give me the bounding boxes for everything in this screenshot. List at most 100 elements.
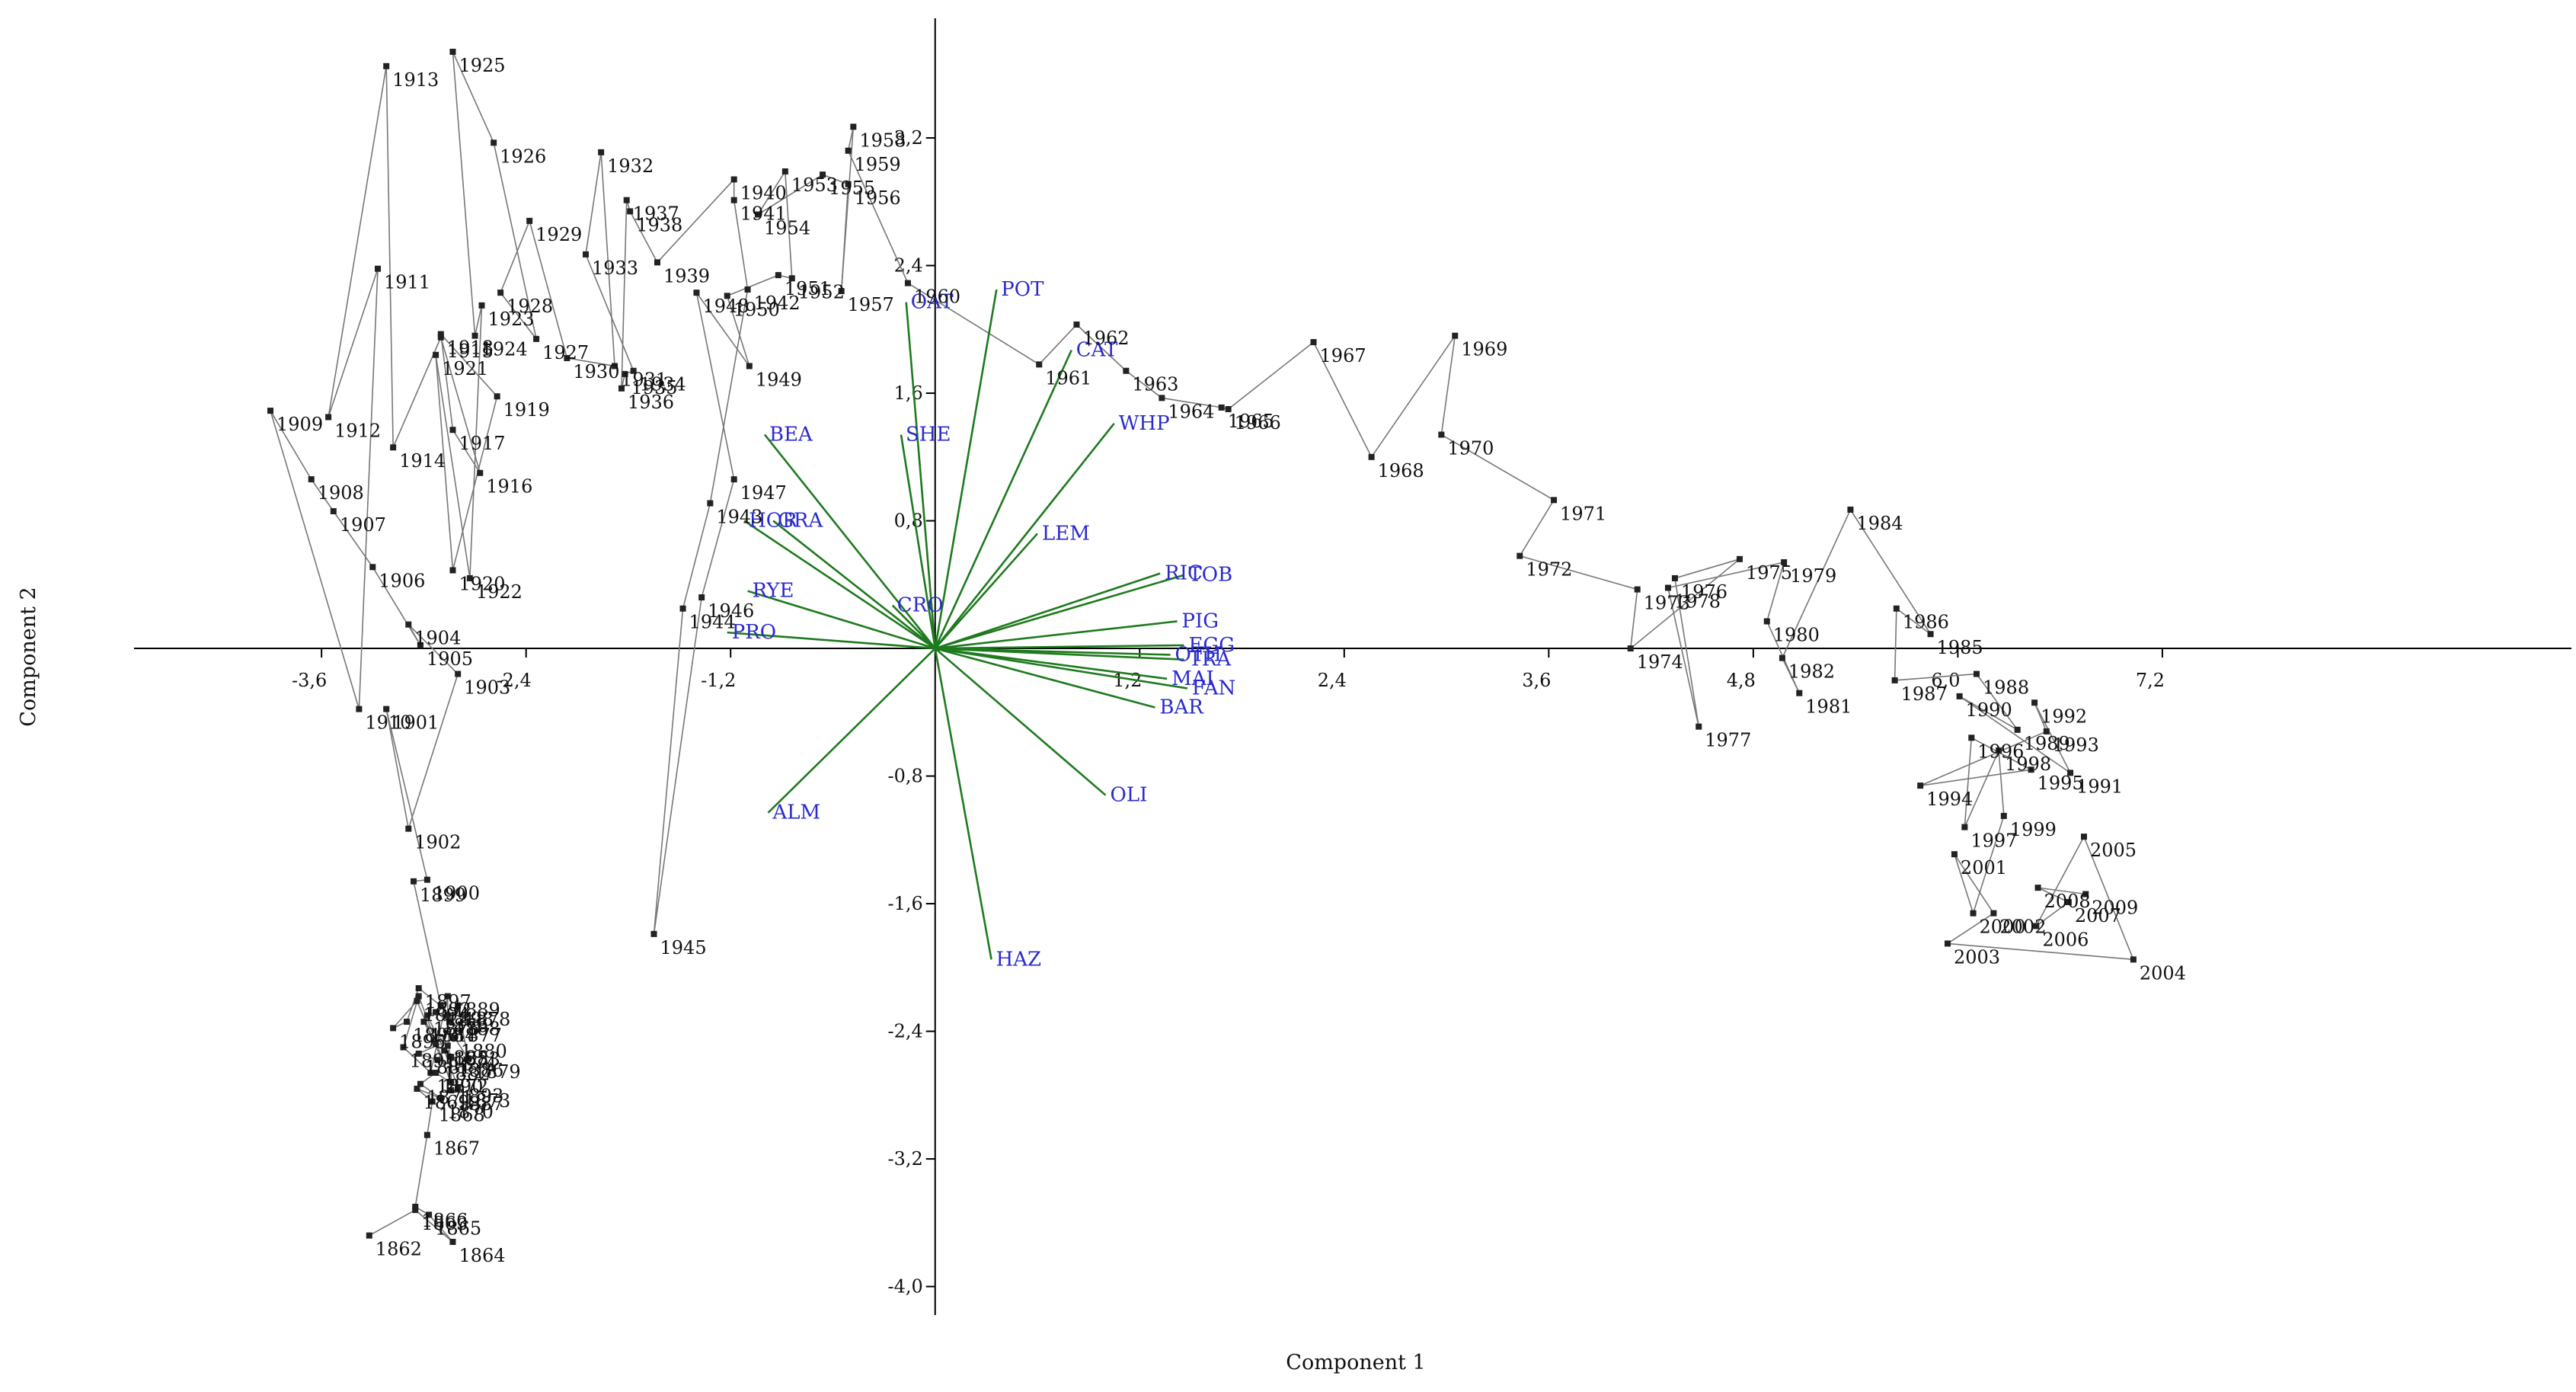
year-label-1994: 1994 [1926, 789, 1973, 810]
year-label-1918: 1918 [447, 338, 494, 359]
year-point-1963 [1123, 367, 1130, 374]
year-label-1892: 1892 [425, 1000, 471, 1021]
path-segment [1894, 608, 1897, 680]
loading-vectors-layer [727, 289, 1188, 960]
year-point-1866 [412, 1203, 419, 1210]
year-label-1964: 1964 [1168, 401, 1214, 422]
year-label-1868: 1868 [439, 1105, 485, 1126]
year-point-1902 [405, 825, 412, 832]
year-point-1905 [417, 642, 423, 648]
year-label-1960: 1960 [914, 286, 960, 308]
year-point-2002 [1990, 910, 1997, 917]
year-point-1927 [533, 335, 540, 342]
year-label-1949: 1949 [756, 369, 802, 390]
year-point-1938 [627, 208, 634, 215]
path-segment [452, 51, 476, 336]
year-label-1980: 1980 [1773, 624, 1820, 645]
path-segment [1674, 558, 1740, 579]
loading-vector-cro [891, 604, 936, 649]
year-label-1890: 1890 [436, 1076, 483, 1097]
year-label-1977: 1977 [1705, 730, 1751, 751]
path-segment [1667, 562, 1785, 589]
path-segment [418, 987, 442, 1006]
vector-label-mai: MAI [1171, 667, 1214, 690]
year-point-1990 [1956, 693, 1963, 699]
year-label-1933: 1933 [592, 258, 638, 279]
year-point-1896 [404, 1019, 411, 1026]
path-segment [440, 334, 498, 397]
path-segment [369, 1209, 416, 1237]
year-point-1883 [444, 1042, 451, 1049]
path-segment [446, 1015, 452, 1091]
path-segment [2034, 702, 2047, 732]
year-point-1949 [746, 363, 753, 370]
year-point-1966 [1225, 405, 1232, 412]
year-point-1907 [330, 507, 337, 514]
year-label-1927: 1927 [542, 342, 589, 363]
year-point-1875 [423, 1012, 430, 1019]
path-segment [653, 608, 684, 934]
year-label-2009: 2009 [2092, 898, 2138, 919]
path-segment [822, 174, 849, 185]
year-label-1937: 1937 [633, 203, 679, 225]
y-axis-title: Component 2 [17, 587, 40, 726]
x-tick-label: 7,2 [2136, 670, 2165, 691]
year-label-1967: 1967 [1320, 345, 1366, 366]
path-segment [328, 66, 387, 418]
year-point-1874 [441, 1047, 448, 1054]
path-segment [1629, 589, 1638, 649]
year-point-1942 [744, 286, 751, 293]
year-point-1978 [1664, 584, 1671, 591]
year-point-1933 [583, 251, 590, 258]
year-label-1911: 1911 [384, 272, 430, 293]
year-point-1909 [267, 408, 274, 414]
year-point-1864 [449, 1238, 456, 1245]
path-segment [452, 429, 481, 474]
year-point-1996 [1968, 734, 1975, 741]
year-point-1877 [446, 1019, 452, 1026]
year-label-1916: 1916 [486, 476, 532, 498]
year-label-1999: 1999 [2010, 819, 2057, 840]
path-segment [785, 171, 793, 279]
year-label-1973: 1973 [1644, 593, 1690, 614]
x-tick-label: 2,4 [1318, 670, 1347, 691]
path-segment [1674, 578, 1700, 727]
year-point-1881 [415, 1050, 422, 1057]
year-point-1991 [2067, 770, 2074, 776]
year-label-1880: 1880 [461, 1041, 507, 1062]
year-point-1976 [1671, 574, 1678, 581]
path-segment [1038, 324, 1078, 365]
vector-label-cro: CRO [897, 594, 944, 617]
year-point-1873 [455, 1083, 462, 1090]
year-point-1925 [449, 48, 456, 55]
path-segment [1998, 750, 2005, 816]
vector-label-ric: RIC [1165, 562, 1203, 585]
loading-vector-she [900, 434, 937, 649]
y-tick-label: 3,2 [894, 127, 923, 149]
year-point-1904 [405, 621, 412, 628]
year-label-1925: 1925 [459, 55, 505, 76]
year-point-1998 [1996, 747, 2002, 754]
loading-vector-oli [934, 648, 1107, 796]
year-point-1914 [390, 444, 397, 451]
year-point-1898 [437, 1003, 444, 1010]
year-label-1935: 1935 [631, 377, 677, 398]
year-point-1862 [366, 1232, 372, 1239]
year-label-1871: 1871 [427, 1087, 473, 1109]
path-segment [385, 709, 410, 829]
year-label-1900: 1900 [433, 883, 480, 904]
year-label-1972: 1972 [1526, 559, 1572, 581]
path-segment [1896, 608, 1932, 635]
vector-label-oth: OTH [1175, 643, 1222, 666]
path-segment [1440, 335, 1456, 435]
year-point-1920 [449, 567, 456, 574]
path-segment [1312, 341, 1373, 458]
year-point-1999 [2000, 812, 2007, 819]
year-point-1988 [1974, 670, 1980, 677]
x-tick-label: -2,4 [497, 670, 532, 691]
year-point-1984 [1847, 506, 1854, 513]
year-label-1979: 1979 [1790, 565, 1836, 587]
loading-vector-cat [934, 349, 1072, 649]
year-point-1926 [491, 139, 497, 146]
year-label-1908: 1908 [318, 482, 364, 504]
